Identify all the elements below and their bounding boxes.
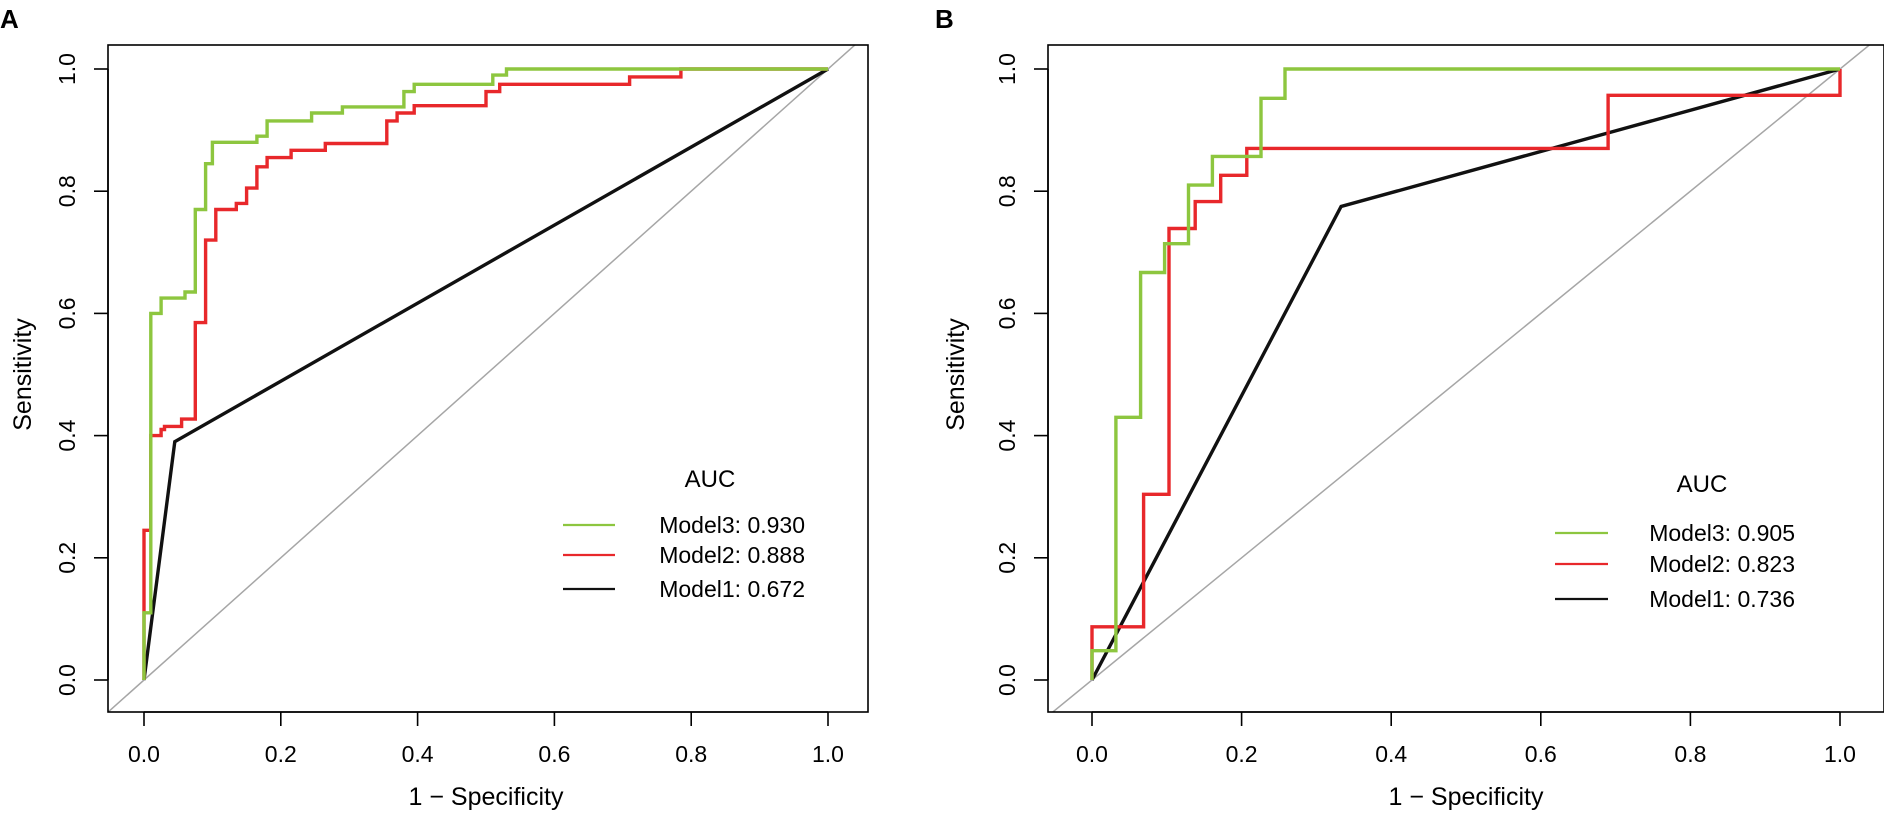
x-tick-label: 0.0 [1076, 741, 1108, 767]
series-line-model1 [142, 67, 829, 681]
x-tick-label: 0.8 [675, 741, 707, 767]
series-line-model1 [1090, 67, 1841, 681]
legend-title: AUC [685, 466, 736, 493]
panel-label: A [0, 4, 19, 34]
legend-model-name: Model3: [659, 512, 747, 538]
y-tick-label: 0.2 [54, 542, 80, 574]
roc-panel-a: A 0.0 0.2 0.4 0.6 0.8 1.0 1 − Specificity 0.0 0.2… [0, 4, 869, 811]
x-tick-label: 0.6 [1525, 741, 1557, 767]
legend-model-name: Model1: [1649, 586, 1737, 612]
reference-diagonal-line [1051, 45, 1871, 712]
x-tick-label: 1.0 [812, 741, 844, 767]
legend-auc-value: 0.823 [1737, 551, 1795, 577]
legend-model-name: Model2: [659, 542, 747, 568]
legend-auc-value: 0.888 [747, 542, 805, 568]
y-axis-label: Sensitivity [942, 318, 970, 431]
x-axis-label: 1 − Specificity [1389, 783, 1544, 811]
series-line-model2 [142, 67, 828, 680]
legend-model-name: Model1: [659, 576, 747, 602]
legend-title: AUC [1677, 471, 1728, 498]
series-line-model3 [142, 67, 828, 680]
legend-entry-model1: Model1: 0.672 [659, 576, 805, 602]
y-tick-label: 1.0 [54, 53, 80, 85]
y-tick-label: 0.2 [994, 542, 1020, 574]
legend-auc-value: 0.672 [747, 576, 805, 602]
panel-label: B [935, 4, 954, 34]
x-tick-label: 0.2 [1226, 741, 1258, 767]
y-tick-label: 0.0 [54, 664, 80, 696]
series-line-model3 [1090, 67, 1840, 680]
legend-auc-value: 0.736 [1737, 586, 1795, 612]
y-tick-label: 0.4 [54, 419, 80, 451]
legend-entry-model2: Model2: 0.823 [1649, 551, 1795, 577]
legend-auc-value: 0.905 [1737, 520, 1795, 546]
legend-model-name: Model2: [1649, 551, 1737, 577]
x-tick-label: 0.6 [538, 741, 570, 767]
legend-model-name: Model3: [1649, 520, 1737, 546]
y-tick-label: 0.6 [994, 297, 1020, 329]
y-tick-label: 0.8 [54, 175, 80, 207]
x-tick-label: 0.4 [402, 741, 434, 767]
reference-diagonal-line [108, 45, 856, 712]
plot-frame [107, 44, 869, 713]
y-tick-label: 0.4 [994, 419, 1020, 451]
x-tick-label: 0.4 [1375, 741, 1407, 767]
y-axis-label: Sensitivity [9, 318, 37, 431]
x-tick-label: 1.0 [1824, 741, 1856, 767]
legend-auc-value: 0.930 [747, 512, 805, 538]
y-tick-label: 0.8 [994, 175, 1020, 207]
legend-entry-model1: Model1: 0.736 [1649, 586, 1795, 612]
x-tick-label: 0.0 [128, 741, 160, 767]
x-tick-label: 0.8 [1674, 741, 1706, 767]
y-tick-label: 1.0 [994, 53, 1020, 85]
y-tick-label: 0.6 [54, 297, 80, 329]
legend-entry-model3: Model3: 0.930 [659, 512, 805, 538]
roc-panel-b: B 0.0 0.2 0.4 0.6 0.8 1.0 1 − Specificity 0.0 0.2… [935, 4, 1884, 811]
y-tick-label: 0.0 [994, 664, 1020, 696]
series-line-model2 [1090, 69, 1842, 680]
x-axis-label: 1 − Specificity [409, 783, 564, 811]
legend-entry-model2: Model2: 0.888 [659, 542, 805, 568]
x-tick-label: 0.2 [265, 741, 297, 767]
legend-entry-model3: Model3: 0.905 [1649, 520, 1795, 546]
